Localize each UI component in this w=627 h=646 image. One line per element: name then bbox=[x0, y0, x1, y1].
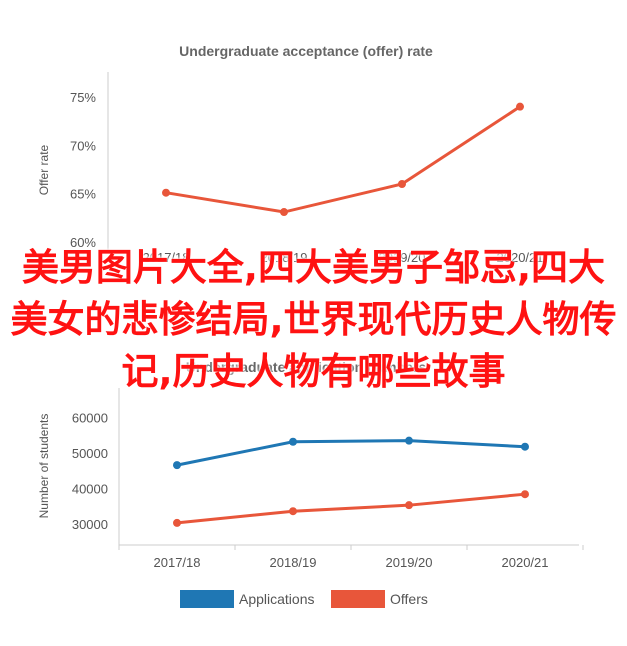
chart2-x-tick-label: 2020/21 bbox=[502, 555, 549, 570]
watermark-overlay-text: 美男图片大全,四大美男子邹忌,四大美女的悲惨结局,世界现代历史人物传记,历史人物… bbox=[10, 246, 617, 393]
chart1-x-tick-label: 2019/20 bbox=[379, 250, 426, 265]
chart2-y-tick-label: 40000 bbox=[72, 482, 108, 497]
chart2-y-tick-label: 50000 bbox=[72, 446, 108, 461]
chart1-x-tick-label: 2020/21 bbox=[497, 250, 544, 265]
chart1-y-tick-label: 70% bbox=[70, 138, 96, 153]
chart1-y-axis-label: Offer rate bbox=[37, 144, 51, 195]
chart2-y-axis-label: Number of students bbox=[37, 414, 51, 519]
chart2-x-tick-label: 2019/20 bbox=[386, 555, 433, 570]
chart2-x-tick-label: 2017/18 bbox=[154, 555, 201, 570]
chart2-series-line-offers bbox=[176, 492, 526, 525]
chart2-y-tick-label: 60000 bbox=[72, 411, 108, 426]
chart2-data-point bbox=[173, 461, 181, 470]
chart2-data-point bbox=[521, 490, 529, 499]
chart1-data-point bbox=[280, 208, 288, 217]
chart1-data-point bbox=[516, 102, 524, 111]
chart2-data-point bbox=[289, 437, 297, 446]
chart2-data-point bbox=[405, 501, 413, 510]
application-numbers-chart: Undergraduate application numbers Number… bbox=[37, 359, 584, 608]
legend-swatch-applications bbox=[180, 590, 234, 608]
chart2-series-line-applications bbox=[176, 439, 526, 467]
chart2-data-point bbox=[405, 436, 413, 445]
chart1-x-tick-label: 2018/19 bbox=[261, 250, 308, 265]
chart1-x-tick-label: 2017/18 bbox=[143, 250, 190, 265]
chart2-data-point bbox=[289, 507, 297, 516]
legend-swatch-offers bbox=[331, 590, 385, 608]
chart2-data-point bbox=[521, 442, 529, 451]
chart1-y-tick-label: 75% bbox=[70, 90, 96, 105]
chart2-x-tick-label: 2018/19 bbox=[270, 555, 317, 570]
chart1-series-line-offer-rate bbox=[165, 105, 521, 214]
chart2-y-tick-label: 30000 bbox=[72, 517, 108, 532]
chart1-y-tick-label: 65% bbox=[70, 187, 96, 202]
chart1-title: Undergraduate acceptance (offer) rate bbox=[179, 43, 433, 59]
chart2-title: Undergraduate application numbers bbox=[186, 359, 427, 375]
chart1-data-point bbox=[398, 180, 406, 188]
acceptance-rate-chart: Undergraduate acceptance (offer) rate Of… bbox=[37, 43, 544, 265]
chart1-data-point bbox=[162, 188, 170, 197]
chart2-data-point bbox=[173, 518, 181, 527]
legend-label-offers: Offers bbox=[390, 591, 428, 607]
chart1-y-tick-label: 60% bbox=[70, 235, 96, 250]
legend-label-applications: Applications bbox=[239, 591, 315, 607]
